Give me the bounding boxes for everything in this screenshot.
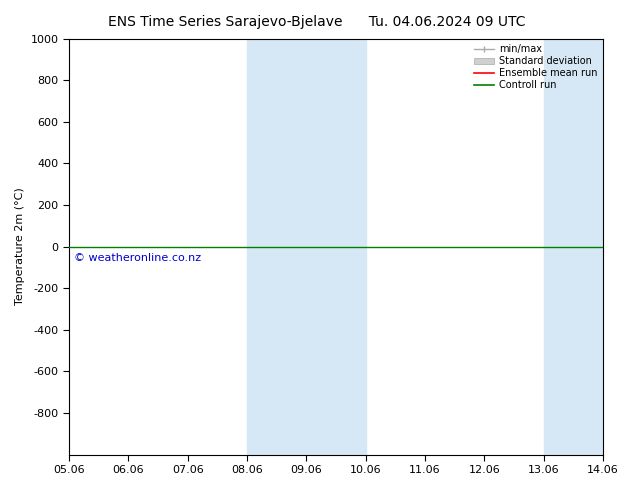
Bar [247, 39, 366, 455]
Text: ENS Time Series Sarajevo-Bjelave      Tu. 04.06.2024 09 UTC: ENS Time Series Sarajevo-Bjelave Tu. 04.… [108, 15, 526, 29]
Legend: min/max, Standard deviation, Ensemble mean run, Controll run: min/max, Standard deviation, Ensemble me… [472, 42, 600, 93]
Y-axis label: Temperature 2m (°C): Temperature 2m (°C) [15, 188, 25, 305]
Text: © weatheronline.co.nz: © weatheronline.co.nz [74, 253, 202, 263]
Bar [544, 39, 621, 455]
